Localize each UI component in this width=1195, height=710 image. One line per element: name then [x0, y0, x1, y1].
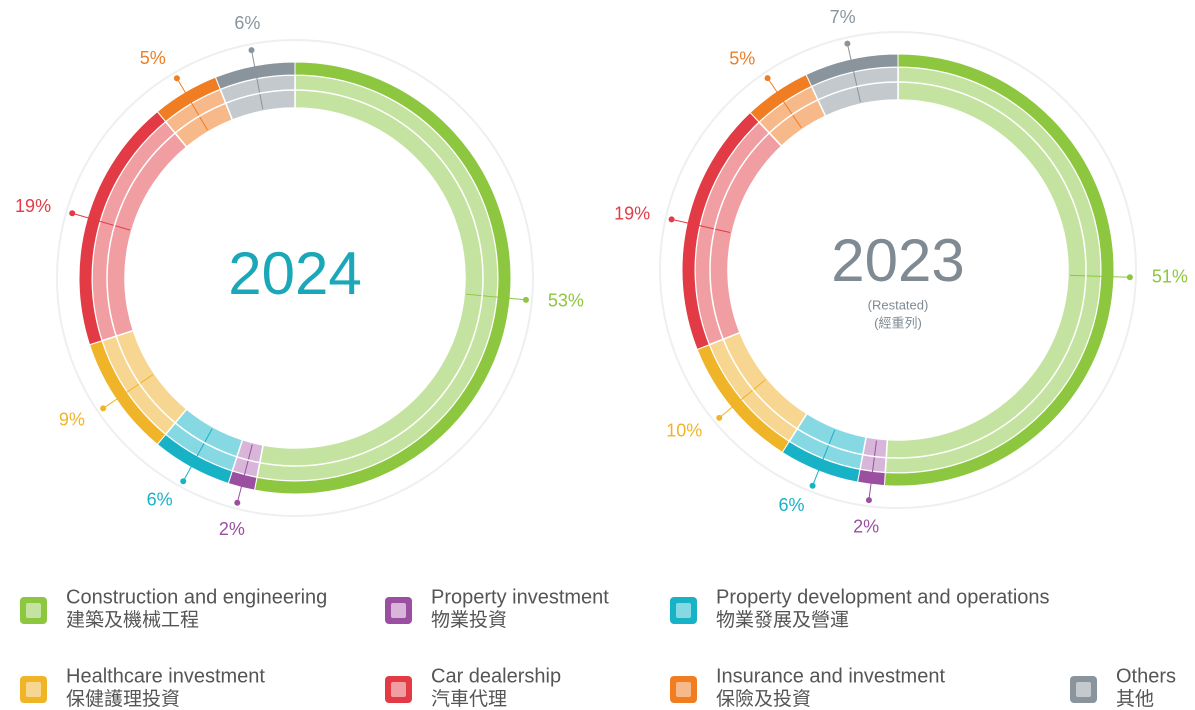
legend-label-zh: 保健護理投資 — [66, 688, 180, 710]
legend-label: Healthcare investment — [66, 665, 265, 687]
chart-title: 2024 — [228, 240, 361, 307]
chart-title: 2023 — [831, 227, 964, 294]
value-label: 51% — [1152, 267, 1188, 287]
value-label: 5% — [729, 49, 755, 69]
outer-guide — [56, 39, 534, 517]
legend-swatch-inner — [1076, 682, 1091, 697]
legend-label: Property investment — [431, 586, 609, 608]
legend-label: Construction and engineering — [66, 586, 327, 608]
value-label: 6% — [778, 495, 804, 515]
outer-guide — [659, 31, 1137, 509]
leader-line — [72, 212, 130, 231]
legend-label: Insurance and investment — [716, 665, 945, 687]
legend-swatch-inner — [391, 603, 406, 618]
leader-dot — [668, 216, 675, 223]
leader-line — [846, 43, 861, 103]
value-label: 19% — [614, 203, 650, 223]
leader-line — [182, 428, 213, 482]
leader-dot — [1126, 274, 1133, 281]
leader-line — [251, 50, 264, 110]
legend-label: Others — [1116, 665, 1176, 687]
legend-label-zh: 汽車代理 — [431, 688, 507, 710]
value-label: 10% — [666, 421, 702, 441]
legend-label-zh: 物業發展及營運 — [716, 609, 849, 631]
value-label: 5% — [140, 48, 166, 68]
leader-dot — [234, 499, 241, 506]
leader-dot — [173, 75, 180, 82]
legend-label-zh: 建築及機械工程 — [66, 609, 199, 631]
leader-dot — [809, 482, 816, 489]
value-label: 7% — [830, 7, 856, 27]
leader-dot — [844, 40, 851, 47]
leader-dot — [522, 296, 529, 303]
legend-label-zh: 保險及投資 — [716, 688, 811, 710]
leader-dot — [100, 405, 107, 412]
legend-label: Car dealership — [431, 665, 561, 687]
inner-divider — [709, 81, 1087, 459]
legend-label-zh: 其他 — [1116, 688, 1154, 710]
chart-subtitle: (經重列) — [874, 315, 922, 330]
leader-dot — [248, 47, 255, 54]
leader-dot — [180, 478, 187, 485]
legend-swatch-inner — [26, 682, 41, 697]
leader-line — [718, 379, 766, 419]
leader-line — [466, 293, 527, 301]
value-label: 53% — [548, 291, 584, 311]
legend-swatch-inner — [26, 603, 41, 618]
legend-swatch-inner — [676, 603, 691, 618]
leader-dot — [865, 497, 872, 504]
leader-line — [236, 444, 253, 503]
value-label: 2% — [219, 519, 245, 539]
leader-dot — [69, 210, 76, 217]
chart-subtitle: (Restated) — [868, 297, 929, 312]
leader-dot — [716, 414, 723, 421]
value-label: 2% — [853, 517, 879, 537]
segment-light — [91, 120, 188, 342]
leader-line — [176, 78, 208, 131]
value-label: 6% — [234, 13, 260, 33]
legend-label: Property development and operations — [716, 586, 1050, 608]
leader-line — [812, 429, 836, 486]
leader-line — [102, 374, 154, 409]
legend-label-zh: 物業投資 — [431, 609, 507, 631]
leader-line — [767, 77, 802, 129]
legend-swatch-inner — [391, 682, 406, 697]
segment — [805, 53, 899, 87]
leader-line — [868, 440, 877, 501]
value-label: 19% — [15, 196, 51, 216]
legend-swatch-inner — [676, 682, 691, 697]
value-label: 6% — [147, 489, 173, 509]
leader-line — [1069, 274, 1130, 278]
leader-line — [671, 218, 731, 233]
segment — [214, 61, 296, 90]
segment-light — [694, 120, 783, 346]
leader-dot — [764, 75, 771, 82]
inner-divider — [106, 89, 484, 467]
value-label: 9% — [59, 410, 85, 430]
